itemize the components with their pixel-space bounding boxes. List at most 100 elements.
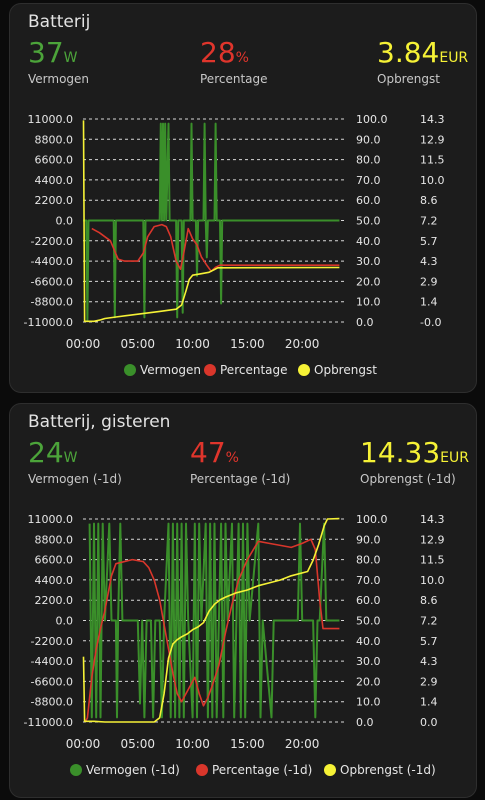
y-tick-label-percentage: 70.0 — [356, 174, 381, 187]
y-tick-label-left: 6600.0 — [35, 554, 74, 567]
legend-item: Percentage (-1d) — [212, 763, 312, 777]
y-tick-label-percentage: 40.0 — [356, 235, 381, 248]
x-tick-label: 00:00 — [66, 737, 101, 751]
stat-value: 28 — [200, 36, 236, 69]
y-tick-label-revenue: 4.3 — [420, 255, 438, 268]
y-tick-label-revenue: 2.9 — [420, 275, 438, 288]
y-tick-label-percentage: 60.0 — [356, 594, 381, 607]
stat-percentage[interactable]: 28% Percentage — [200, 36, 268, 87]
y-tick-label-percentage: 80.0 — [356, 154, 381, 167]
y-tick-label-revenue: 1.4 — [420, 696, 438, 709]
y-tick-label-left: -6600.0 — [31, 275, 73, 288]
y-tick-label-revenue: 10.0 — [420, 174, 445, 187]
stat-value: 37 — [28, 36, 64, 69]
y-tick-label-percentage: 20.0 — [356, 275, 381, 288]
stat-label: Percentage (-1d) — [190, 472, 291, 486]
y-tick-label-left: -11000.0 — [24, 716, 73, 729]
legend-swatch — [298, 364, 310, 376]
y-tick-label-revenue: 0.0 — [420, 716, 438, 729]
y-tick-label-left: -2200.0 — [31, 235, 73, 248]
y-tick-label-percentage: 30.0 — [356, 255, 381, 268]
stat-power[interactable]: 37W Vermogen — [28, 36, 90, 87]
stat-unit: W — [63, 450, 78, 466]
stat-unit: % — [235, 50, 249, 66]
stat-unit: W — [63, 50, 78, 66]
series-line — [91, 223, 340, 273]
legend-item: Opbrengst — [314, 363, 377, 377]
y-tick-label-left: 11000.0 — [28, 513, 74, 526]
card-title: Batterij — [28, 12, 91, 32]
y-tick-label-revenue: 5.7 — [420, 635, 438, 648]
y-tick-label-revenue: 7.2 — [420, 615, 438, 628]
y-tick-label-revenue: 11.5 — [420, 554, 445, 567]
history-chart[interactable]: 11000.0 100.0 14.3 8800.0 90.0 12.9 6600.0 80.0… — [10, 509, 476, 784]
y-tick-label-percentage: 10.0 — [356, 296, 381, 309]
legend-swatch — [124, 364, 136, 376]
y-tick-label-percentage: 30.0 — [356, 655, 381, 668]
y-tick-label-revenue: 10.0 — [420, 574, 445, 587]
series-line — [82, 517, 340, 723]
series-line — [82, 120, 340, 323]
y-tick-label-revenue: 2.9 — [420, 675, 438, 688]
legend-swatch — [196, 764, 208, 776]
x-tick-label: 15:00 — [230, 337, 265, 351]
y-tick-label-revenue: 11.5 — [420, 154, 445, 167]
y-tick-label-percentage: 50.0 — [356, 215, 381, 228]
legend-swatch — [204, 364, 216, 376]
stat-label: Vermogen — [28, 72, 90, 86]
card-title: Batterij, gisteren — [28, 412, 171, 432]
y-tick-label-left: 0.0 — [56, 615, 74, 628]
x-tick-label: 00:00 — [66, 337, 101, 351]
stat-revenue[interactable]: 14.33EUR Opbrengst (-1d) — [360, 438, 469, 487]
y-tick-label-left: -4400.0 — [31, 655, 73, 668]
stat-label: Percentage — [200, 72, 268, 86]
y-tick-label-revenue: 5.7 — [420, 235, 438, 248]
y-tick-label-left: -6600.0 — [31, 675, 73, 688]
y-tick-label-percentage: 60.0 — [356, 194, 381, 207]
y-tick-label-percentage: 0.0 — [356, 316, 374, 329]
legend-item: Opbrengst (-1d) — [340, 763, 436, 777]
y-tick-label-percentage: 80.0 — [356, 554, 381, 567]
y-tick-label-left: 2200.0 — [35, 594, 74, 607]
y-tick-label-percentage: 90.0 — [356, 133, 381, 146]
legend-item: Vermogen (-1d) — [86, 763, 180, 777]
history-chart[interactable]: 11000.0 100.0 14.3 8800.0 90.0 12.9 6600.0 80.0… — [10, 109, 476, 379]
x-tick-label: 05:00 — [120, 737, 155, 751]
x-tick-label: 20:00 — [285, 737, 320, 751]
legend-item: Percentage — [220, 363, 288, 377]
series-line — [83, 122, 340, 322]
y-tick-label-revenue: 4.3 — [420, 655, 438, 668]
y-tick-label-left: -8800.0 — [31, 696, 73, 709]
battery-card-today: Batterij 37W Vermogen 28% Percentage 3.8… — [9, 3, 477, 393]
stat-value: 24 — [28, 436, 64, 469]
y-tick-label-percentage: 100.0 — [356, 113, 388, 126]
y-tick-label-revenue: 12.9 — [420, 533, 445, 546]
y-tick-label-revenue: 7.2 — [420, 215, 438, 228]
legend-item: Vermogen — [140, 363, 201, 377]
x-tick-label: 20:00 — [285, 337, 320, 351]
y-tick-label-left: -2200.0 — [31, 635, 73, 648]
x-tick-label: 10:00 — [175, 737, 210, 751]
stat-percentage[interactable]: 47% Percentage (-1d) — [190, 438, 291, 487]
y-tick-label-left: 8800.0 — [35, 133, 74, 146]
y-tick-label-revenue: 8.6 — [420, 194, 438, 207]
x-tick-label: 05:00 — [120, 337, 155, 351]
y-tick-label-percentage: 90.0 — [356, 533, 381, 546]
y-tick-label-revenue: 14.3 — [420, 113, 445, 126]
y-tick-label-percentage: 0.0 — [356, 716, 374, 729]
x-tick-label: 10:00 — [175, 337, 210, 351]
y-tick-label-left: 4400.0 — [35, 574, 74, 587]
y-tick-label-left: 2200.0 — [35, 194, 74, 207]
y-tick-label-left: 4400.0 — [35, 174, 74, 187]
y-tick-label-revenue: -0.0 — [420, 316, 441, 329]
x-tick-label: 15:00 — [230, 737, 265, 751]
y-tick-label-revenue: 1.4 — [420, 296, 438, 309]
stat-revenue[interactable]: 3.84EUR Opbrengst — [377, 38, 468, 87]
y-tick-label-percentage: 40.0 — [356, 635, 381, 648]
legend-swatch — [70, 764, 82, 776]
y-tick-label-percentage: 10.0 — [356, 696, 381, 709]
y-tick-label-percentage: 50.0 — [356, 615, 381, 628]
y-tick-label-left: -8800.0 — [31, 296, 73, 309]
y-tick-label-left: 6600.0 — [35, 154, 74, 167]
stat-power[interactable]: 24W Vermogen (-1d) — [28, 436, 122, 487]
